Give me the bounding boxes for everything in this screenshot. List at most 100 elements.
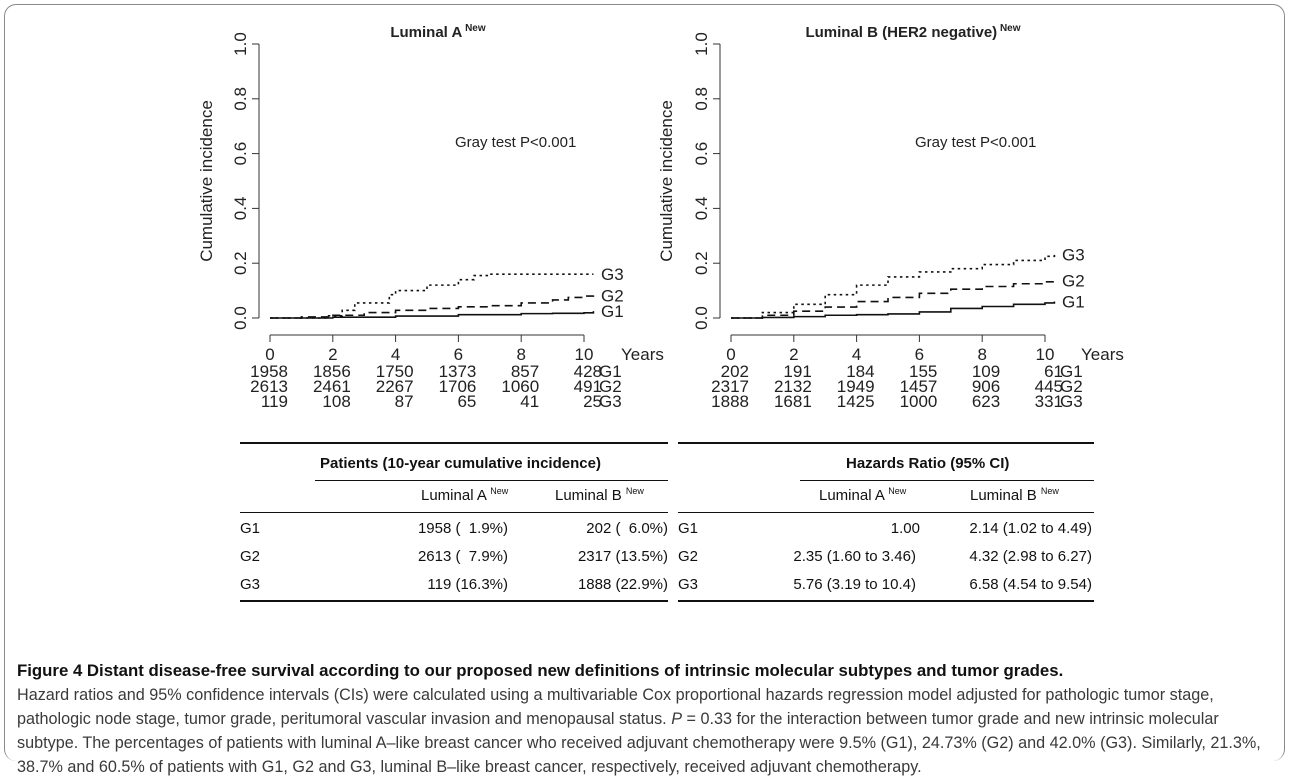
- left-gray-test-annotation: Gray test P<0.001: [455, 134, 576, 151]
- left-x-tick-label: 6: [454, 345, 463, 364]
- left-risk-g1-value: 1750: [376, 362, 414, 381]
- right-x-axis-label: Years: [1081, 345, 1124, 364]
- table-hazards-row-g2-label: G2: [678, 548, 699, 565]
- left-series-label-g1: G1: [601, 302, 624, 321]
- left-risk-g2-value: 2267: [376, 377, 414, 396]
- right-risk-g2-value: 445: [1035, 377, 1063, 396]
- right-series-label-g1: G1: [1062, 293, 1085, 312]
- table-patients-header: Patients (10-year cumulative incidence): [320, 455, 601, 472]
- right-risk-g2-value: 1949: [837, 377, 875, 396]
- table-patients-row-g3-label: G3: [240, 576, 261, 593]
- table-patients-row-g1-label: G1: [240, 520, 261, 537]
- right-y-tick-label: 1.0: [692, 32, 711, 56]
- right-risk-g2-value: 906: [972, 377, 1000, 396]
- right-risk-g3-value: 1425: [837, 392, 875, 411]
- right-series-g1: [731, 301, 1056, 319]
- right-risk-g3-value: 623: [972, 392, 1000, 411]
- left-y-tick-label: 0.8: [231, 87, 250, 111]
- right-risk-g3-label: G3: [1060, 392, 1083, 411]
- figure-frame: [4, 4, 1285, 761]
- left-risk-g1-value: 857: [511, 362, 539, 381]
- table-hazards-row-g1-lumB: 2.14 (1.02 to 4.49): [969, 520, 1092, 537]
- right-gray-test-annotation: Gray test P<0.001: [915, 134, 1036, 151]
- table-hazards-row-g3-label: G3: [678, 576, 699, 593]
- table-hazards-row-g3-lumA: 5.76 (3.19 to 10.4): [793, 576, 916, 593]
- left-series-g2: [270, 295, 595, 319]
- right-risk-g2-value: 2132: [774, 377, 812, 396]
- left-chart-title: Luminal A New: [390, 23, 486, 41]
- left-series-label-g3: G3: [601, 265, 624, 284]
- left-risk-g1-label: G1: [599, 362, 622, 381]
- left-risk-g3-value: 41: [520, 392, 539, 411]
- right-series-g2: [731, 280, 1056, 319]
- left-risk-g1-value: 1856: [313, 362, 351, 381]
- right-x-tick-label: 6: [915, 345, 924, 364]
- caption-p-label: P: [671, 710, 682, 728]
- left-x-tick-label: 8: [516, 345, 525, 364]
- right-y-tick-label: 0.4: [692, 197, 711, 221]
- left-risk-g1-value: 1373: [439, 362, 477, 381]
- left-series-g1: [270, 311, 595, 319]
- right-risk-g3-value: 1000: [900, 392, 938, 411]
- right-risk-g2-value: 2317: [711, 377, 749, 396]
- left-risk-g2-value: 1060: [501, 377, 539, 396]
- left-x-tick-label: 10: [575, 345, 594, 364]
- left-risk-g3-label: G3: [599, 392, 622, 411]
- right-series-g3: [731, 254, 1056, 319]
- left-risk-g2-label: G2: [599, 377, 622, 396]
- right-risk-g1-label: G1: [1060, 362, 1083, 381]
- left-x-tick-label: 2: [328, 345, 337, 364]
- table-hazards-row-g1-label: G1: [678, 520, 699, 537]
- caption-lead: Figure 4 Distant disease-free survival a…: [17, 661, 1064, 680]
- right-y-tick-label: 0.2: [692, 251, 711, 275]
- figure-caption: Figure 4 Distant disease-free survival a…: [17, 659, 1272, 779]
- table-patients-row-g3-lumB: 1888 (22.9%): [577, 576, 668, 593]
- left-y-tick-label: 0.0: [231, 306, 250, 330]
- left-y-tick-label: 0.4: [231, 197, 250, 221]
- right-x-tick-label: 2: [789, 345, 798, 364]
- table-hazards: Hazards Ratio (95% CI) Luminal A New Lum…: [678, 442, 1094, 602]
- table-hazards-col-luminal-b: Luminal B New: [970, 486, 1059, 505]
- right-series-label-g3: G3: [1062, 245, 1085, 264]
- left-x-tick-label: 0: [265, 345, 274, 364]
- right-y-tick-label: 0.8: [692, 87, 711, 111]
- right-risk-g1-value: 61: [1044, 362, 1063, 381]
- left-risk-g1-value: 428: [574, 362, 602, 381]
- right-risk-g1-value: 184: [846, 362, 874, 381]
- table-hazards-row-g1-lumA: 1.00: [890, 520, 920, 537]
- right-y-axis-label: Cumulative incidence: [657, 100, 676, 262]
- right-x-tick-label: 8: [977, 345, 986, 364]
- table-hazards-row-g3-lumB: 6.58 (4.54 to 9.54): [969, 576, 1092, 593]
- left-risk-g1-value: 1958: [250, 362, 288, 381]
- table-patients-col-luminal-b: Luminal B New: [555, 486, 644, 505]
- right-risk-g3-value: 1888: [711, 392, 749, 411]
- right-series-label-g2: G2: [1062, 271, 1085, 290]
- table-patients-row-g2-label: G2: [240, 548, 261, 565]
- right-risk-g1-value: 155: [909, 362, 937, 381]
- right-risk-g3-value: 331: [1035, 392, 1063, 411]
- left-risk-g2-value: 1706: [439, 377, 477, 396]
- left-series-g3: [270, 273, 594, 319]
- left-risk-g2-value: 491: [574, 377, 602, 396]
- left-y-tick-label: 0.2: [231, 251, 250, 275]
- table-patients-row-g3-lumA: 119 (16.3%): [427, 576, 508, 593]
- right-x-tick-label: 4: [852, 345, 861, 364]
- left-risk-g2-value: 2613: [250, 377, 288, 396]
- right-x-tick-label: 10: [1036, 345, 1055, 364]
- left-risk-g3-value: 87: [395, 392, 414, 411]
- right-x-tick-label: 0: [726, 345, 735, 364]
- table-patients-row-g2-lumA: 2613 ( 7.9%): [417, 548, 508, 565]
- table-hazards-header: Hazards Ratio (95% CI): [846, 455, 1010, 472]
- right-risk-g2-value: 1457: [900, 377, 938, 396]
- left-y-tick-label: 1.0: [231, 32, 250, 56]
- left-x-tick-label: 4: [391, 345, 400, 364]
- table-patients-row-g1-lumA: 1958 ( 1.9%): [417, 520, 508, 537]
- left-risk-g3-value: 108: [322, 392, 350, 411]
- table-hazards-col-luminal-a: Luminal A New: [819, 486, 907, 505]
- right-risk-g3-value: 1681: [774, 392, 812, 411]
- right-risk-g1-value: 109: [972, 362, 1000, 381]
- right-y-tick-label: 0.6: [692, 142, 711, 166]
- left-x-axis-label: Years: [621, 345, 664, 364]
- table-patients-row-g2-lumB: 2317 (13.5%): [577, 548, 668, 565]
- charts-svg: Luminal A New 0.0 0.2 0.4 0.6 0.8 1.0 Cumulativ…: [197, 23, 1124, 411]
